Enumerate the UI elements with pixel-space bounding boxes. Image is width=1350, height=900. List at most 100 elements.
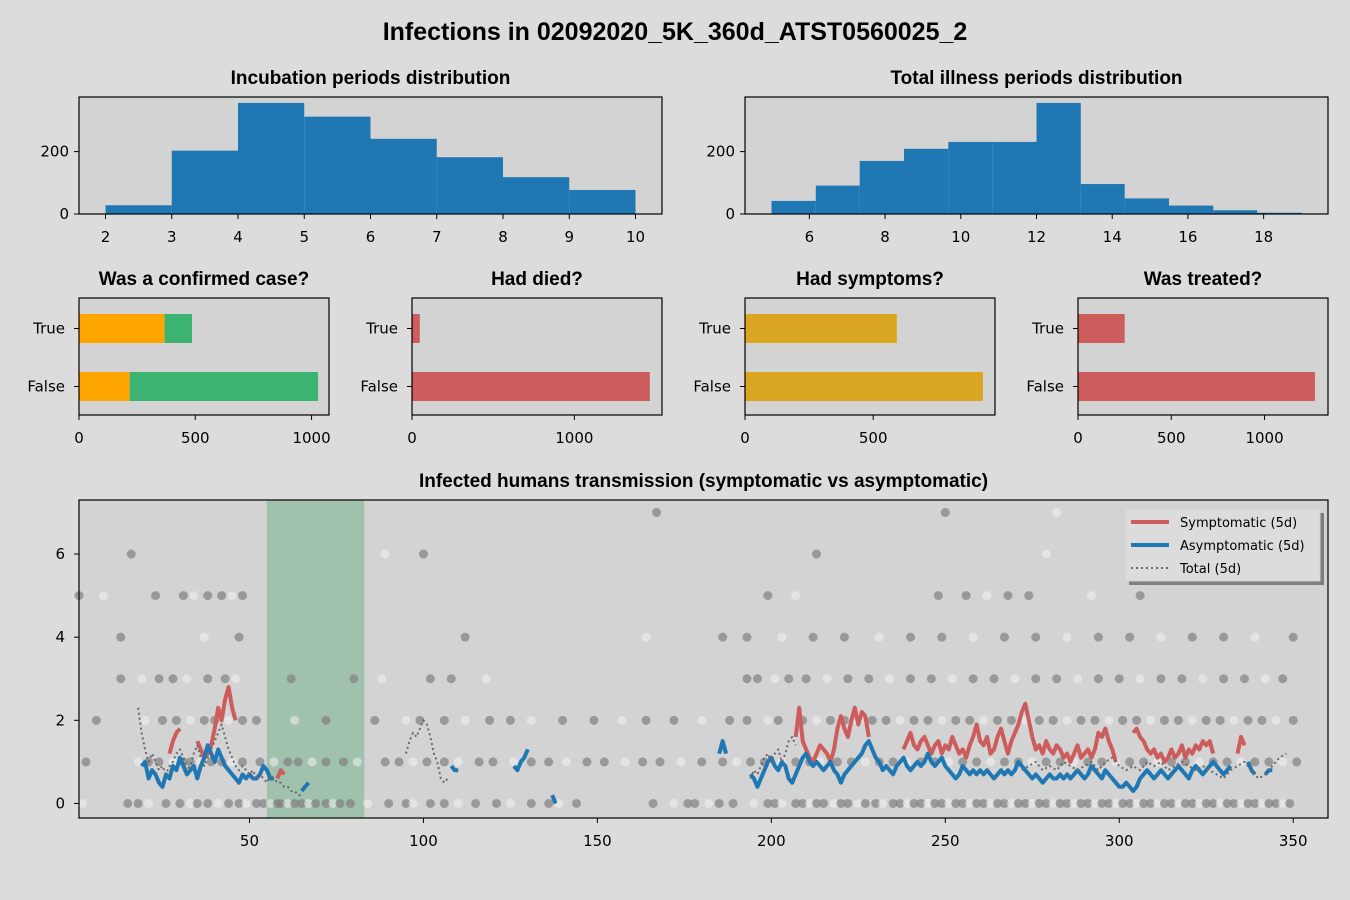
transmission-point [965, 715, 975, 725]
transmission-point [572, 798, 582, 808]
transmission-point [749, 798, 759, 808]
transmission-point [1013, 798, 1023, 808]
transmission-point [620, 757, 630, 767]
transmission-point [439, 757, 449, 767]
transmission-point [937, 632, 947, 642]
transmission-point [1135, 591, 1145, 601]
transmission-point [676, 757, 686, 767]
bar-false [129, 372, 319, 401]
asymptomatic-line [748, 739, 1233, 793]
histogram-bar [771, 200, 816, 214]
transmission-point [1146, 798, 1156, 808]
transmission-point [544, 757, 554, 767]
transmission-point [864, 674, 874, 684]
transmission-point [1229, 798, 1239, 808]
transmission-point [1062, 632, 1072, 642]
y-tick-label: 4 [55, 628, 65, 646]
confirmed-chart: Was a confirmed case? True False 0 500 1000 [27, 269, 330, 447]
transmission-point [311, 798, 321, 808]
transmission-point [1198, 674, 1208, 684]
transmission-point [217, 591, 227, 601]
x-tick-label: 1000 [555, 429, 593, 447]
transmission-title: Infected humans transmission (symptomati… [419, 471, 988, 492]
transmission-point [798, 798, 808, 808]
transmission-point [1135, 674, 1145, 684]
transmission-point [638, 757, 648, 767]
transmission-point [1125, 757, 1135, 767]
x-tick-label: 500 [1157, 429, 1186, 447]
bar-false [412, 372, 650, 401]
transmission-point [742, 632, 752, 642]
x-tick-label: 1000 [1245, 429, 1283, 447]
transmission-point [321, 757, 331, 767]
x-tick-label: 0 [74, 429, 84, 447]
transmission-point [1271, 715, 1281, 725]
transmission-point [777, 632, 787, 642]
died-frame [411, 297, 663, 416]
transmission-point [1041, 549, 1051, 559]
transmission-point [773, 715, 783, 725]
transmission-point [1139, 757, 1149, 767]
transmission-point [439, 715, 449, 725]
legend-label: Total (5d) [1179, 562, 1241, 577]
transmission-point [1219, 632, 1229, 642]
transmission-point [808, 632, 818, 642]
transmission-point [116, 632, 126, 642]
transmission-point [258, 798, 268, 808]
transmission-point [203, 591, 213, 601]
transmission-point [1166, 798, 1176, 808]
confirmed-title: Was a confirmed case? [99, 269, 309, 290]
transmission-point [770, 798, 780, 808]
transmission-point [446, 674, 456, 684]
transmission-point [168, 674, 178, 684]
histogram-bar [1213, 210, 1258, 214]
transmission-point [505, 798, 515, 808]
y-tick-label: 200 [706, 143, 735, 161]
transmission-point [185, 757, 195, 767]
transmission-point [408, 757, 418, 767]
transmission-point [1146, 715, 1156, 725]
transmission-point [151, 591, 161, 601]
transmission-point [1257, 798, 1267, 808]
transmission-point [655, 757, 665, 767]
transmission-point [178, 591, 188, 601]
transmission-point [589, 715, 599, 725]
x-tick-label: 0 [1073, 429, 1083, 447]
transmission-point [888, 798, 898, 808]
histogram-bar [171, 150, 238, 214]
transmission-point [944, 798, 954, 808]
transmission-point [220, 674, 230, 684]
transmission-point [1097, 798, 1107, 808]
treated-title: Was treated? [1144, 269, 1263, 290]
x-tick-label: 1000 [292, 429, 330, 447]
transmission-point [526, 715, 536, 725]
transmission-point [999, 757, 1009, 767]
illness-chart: Total illness periods distribution 6 8 10 12… [706, 68, 1329, 246]
transmission-point [460, 715, 470, 725]
histogram-bar [992, 141, 1037, 214]
histogram-bar [1036, 102, 1081, 214]
transmission-point [860, 798, 870, 808]
transmission-point [937, 715, 947, 725]
transmission-point [742, 674, 752, 684]
transmission-point [1041, 757, 1051, 767]
transmission-point [203, 674, 213, 684]
x-tick-label: 150 [583, 832, 612, 850]
x-tick-label: 10 [626, 228, 645, 246]
transmission-point [380, 549, 390, 559]
transmission-point [182, 674, 192, 684]
transmission-point [328, 798, 338, 808]
transmission-point [968, 674, 978, 684]
symptomatic-line [901, 701, 1118, 764]
transmission-point [888, 757, 898, 767]
transmission-point [1173, 798, 1183, 808]
transmission-point [617, 715, 627, 725]
transmission-point [652, 507, 662, 517]
transmission-point [238, 591, 248, 601]
transmission-point [98, 591, 108, 601]
transmission-point [1173, 715, 1183, 725]
transmission-point [763, 591, 773, 601]
x-tick-label: 12 [1027, 228, 1046, 246]
transmission-point [704, 798, 714, 808]
transmission-point [199, 715, 209, 725]
